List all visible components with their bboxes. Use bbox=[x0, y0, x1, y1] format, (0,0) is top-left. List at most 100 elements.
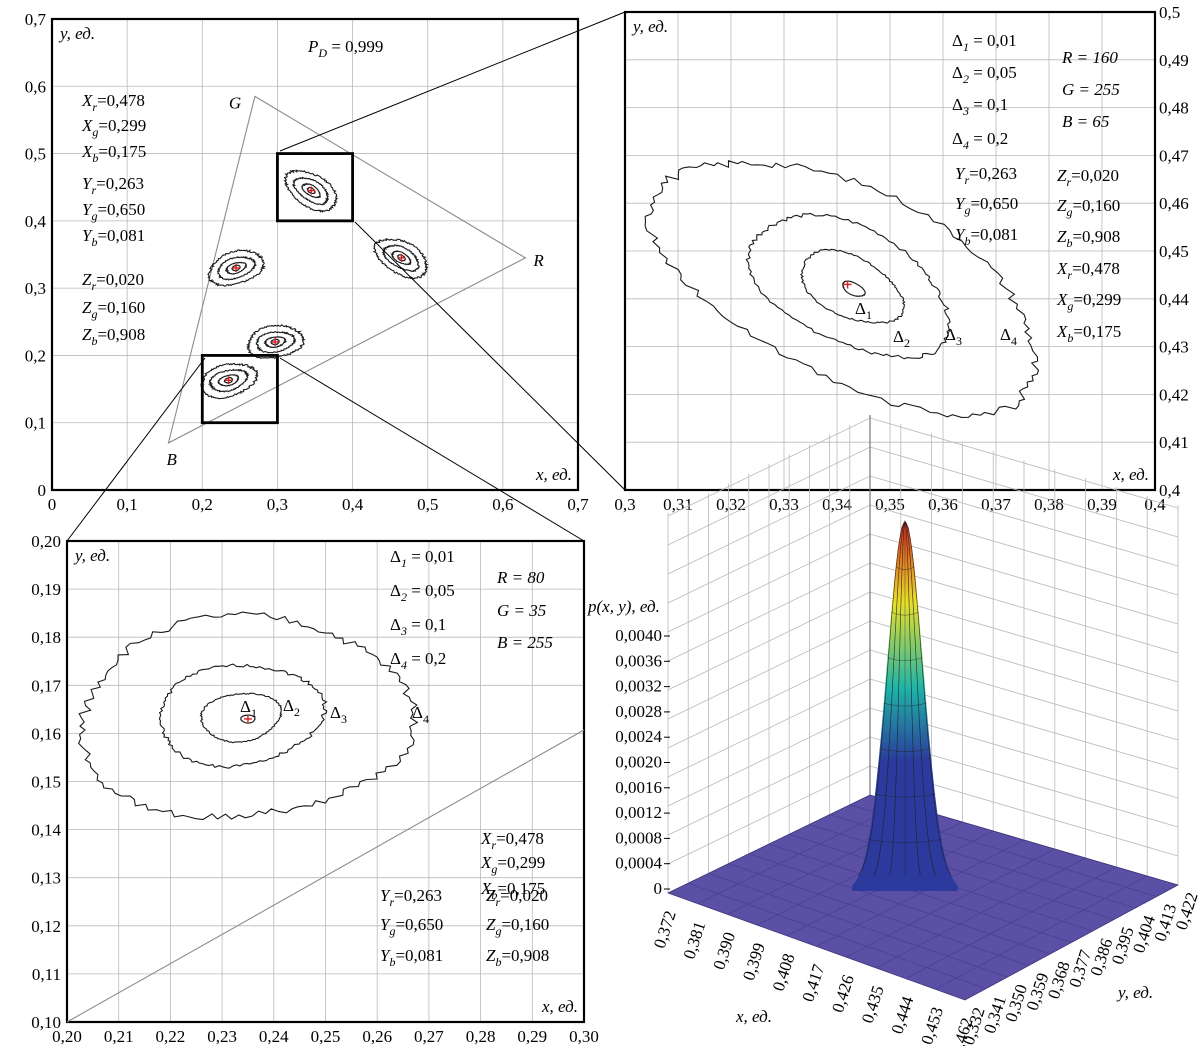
coefficient-label-sub: g bbox=[91, 307, 97, 321]
coefficient-label-main: Y bbox=[380, 886, 391, 905]
peak-mesh-ring bbox=[867, 839, 943, 843]
y-axis-label: y, ед. bbox=[58, 24, 95, 43]
coefficient-label-sub: b bbox=[964, 234, 970, 248]
z-tick-label: 0 bbox=[654, 879, 663, 898]
contour-level-label: Δ3 bbox=[330, 703, 347, 726]
delta-threshold-label-value: = 0,05 bbox=[969, 63, 1017, 82]
x-tick-label: 0,28 bbox=[466, 1027, 496, 1046]
cluster-center-mark bbox=[307, 186, 316, 195]
cluster-2 bbox=[372, 238, 429, 280]
grid bbox=[51, 18, 579, 491]
y-tick-label: 0,18 bbox=[31, 628, 61, 647]
coefficient-label: Xg=0,299 bbox=[480, 853, 545, 876]
y-tick-label: 0,43 bbox=[1159, 338, 1189, 357]
delta-threshold-label: Δ2 = 0,05 bbox=[952, 63, 1017, 86]
coefficient-label-value: =0,020 bbox=[500, 886, 548, 905]
coefficient-label-main: X bbox=[81, 142, 93, 161]
delta-threshold-label: Δ1 = 0,01 bbox=[952, 31, 1017, 54]
detection-probability-label: PD = 0,999 bbox=[307, 37, 383, 60]
floor-grid-line bbox=[875, 857, 1086, 969]
coefficient-label-value: =0,160 bbox=[1072, 196, 1120, 215]
cluster-contour bbox=[255, 331, 297, 354]
delta-threshold-label-sub: 3 bbox=[400, 624, 407, 638]
coefficient-label-sub: r bbox=[495, 895, 500, 909]
x-axis-label: x, ед. bbox=[735, 1007, 772, 1026]
x-tick-label: 0,408 bbox=[769, 951, 799, 993]
x-tick-label: 0,39 bbox=[1087, 495, 1117, 514]
cluster-contour bbox=[396, 254, 406, 262]
coefficient-label: Zg=0,160 bbox=[1057, 196, 1120, 219]
coefficient-label-value: =0,175 bbox=[497, 879, 545, 898]
coefficient-label: Yg=0,650 bbox=[82, 200, 145, 223]
coefficient-label: Yb=0,081 bbox=[955, 225, 1018, 248]
cluster-center-mark bbox=[271, 337, 280, 346]
level-symbol: Δ bbox=[945, 325, 956, 344]
zoom-connector-lines bbox=[66, 11, 626, 542]
cluster-center-mark bbox=[397, 253, 406, 262]
y-tick-label: 0,42 bbox=[1159, 385, 1189, 404]
zoom-region-box-1 bbox=[276, 152, 354, 223]
coefficient-label-main: Z bbox=[486, 915, 496, 934]
coefficient-label-value: =0,160 bbox=[97, 298, 145, 317]
coefficient-label-value: =0,020 bbox=[96, 270, 144, 289]
lower-zoom-chart: 0,20 0,21 0,22 0,23 0,24 0,25 0,26 0,27 0,28 0,29… bbox=[31, 532, 599, 1046]
level-index: 1 bbox=[251, 706, 257, 720]
cluster-contour bbox=[263, 336, 288, 348]
cluster-3 bbox=[207, 249, 266, 287]
coefficient-label-value: =0,263 bbox=[96, 174, 144, 193]
coefficient-label-main: Y bbox=[82, 200, 93, 219]
coefficient-label-sub: g bbox=[1067, 299, 1073, 313]
floor-grid-line bbox=[809, 824, 1115, 920]
wall-grid-line bbox=[667, 533, 1179, 633]
cluster-contour bbox=[217, 256, 258, 281]
x-tick-label: 0,5 bbox=[417, 495, 438, 514]
delta-threshold-label: Δ1 = 0,01 bbox=[390, 547, 455, 570]
coefficient-label-value: =0,263 bbox=[969, 164, 1017, 183]
coefficient-label-value: =0,081 bbox=[970, 225, 1018, 244]
coefficient-label-main: Y bbox=[380, 915, 391, 934]
y-tick-label: 0,45 bbox=[1159, 242, 1189, 261]
connector-line bbox=[279, 11, 626, 152]
coefficient-label-main: X bbox=[1056, 259, 1068, 278]
contour-level-label: Δ2 bbox=[283, 696, 300, 719]
cluster-contour bbox=[224, 261, 248, 275]
coefficient-label: Xb=0,175 bbox=[1056, 322, 1121, 345]
coefficient-label-sub: b bbox=[389, 955, 395, 969]
x-tick-label: 0,444 bbox=[888, 993, 918, 1036]
delta-threshold-label-value: = 0,1 bbox=[407, 615, 446, 634]
y-tick-label: 0,49 bbox=[1159, 51, 1189, 70]
x-tick-label: 0,37 bbox=[981, 495, 1011, 514]
delta-threshold-label-value: = 0,2 bbox=[969, 129, 1008, 148]
y-tick-label: 0,48 bbox=[1159, 99, 1189, 118]
y-tick-label: 0,44 bbox=[1159, 290, 1189, 309]
coefficient-label-sub: r bbox=[91, 183, 96, 197]
level-symbol: Δ bbox=[855, 299, 866, 318]
x-axis-label: x, ед. bbox=[541, 997, 578, 1016]
coefficient-label: Zr=0,020 bbox=[486, 886, 548, 909]
level-symbol: Δ bbox=[240, 697, 251, 716]
delta-threshold-label-value: = 0,01 bbox=[969, 31, 1017, 50]
contour-level-label: Δ4 bbox=[412, 703, 429, 726]
y-tick-label: 0 bbox=[38, 481, 47, 500]
z-tick-label: 0,0024 bbox=[615, 727, 662, 746]
coefficient-label-sub: b bbox=[1067, 331, 1073, 345]
x-tick-label: 0,20 bbox=[52, 1027, 82, 1046]
y-tick-label: 0,47 bbox=[1159, 146, 1189, 165]
pd-value: = 0,999 bbox=[327, 37, 383, 56]
coefficient-label-main: Z bbox=[1057, 196, 1067, 215]
coefficient-label: Xg=0,299 bbox=[81, 116, 146, 139]
rgb-value-label: B = 65 bbox=[1062, 112, 1109, 131]
y-tick-label: 0,1 bbox=[25, 414, 46, 433]
coefficient-label: Xr=0,478 bbox=[81, 91, 145, 114]
y-tick-label: 0,422 bbox=[1172, 890, 1199, 932]
x-tick-label: 0,38 bbox=[1034, 495, 1064, 514]
coefficient-label-value: =0,299 bbox=[98, 116, 146, 135]
coefficient-label-sub: g bbox=[389, 924, 395, 938]
delta-threshold-label-sub: 1 bbox=[963, 40, 969, 54]
coefficient-label: Yg=0,650 bbox=[380, 915, 443, 938]
contour-level-1 bbox=[841, 280, 866, 298]
cluster-contour bbox=[231, 264, 241, 272]
coefficient-label-sub: b bbox=[491, 888, 497, 902]
floor-grid-line bbox=[935, 875, 1148, 990]
